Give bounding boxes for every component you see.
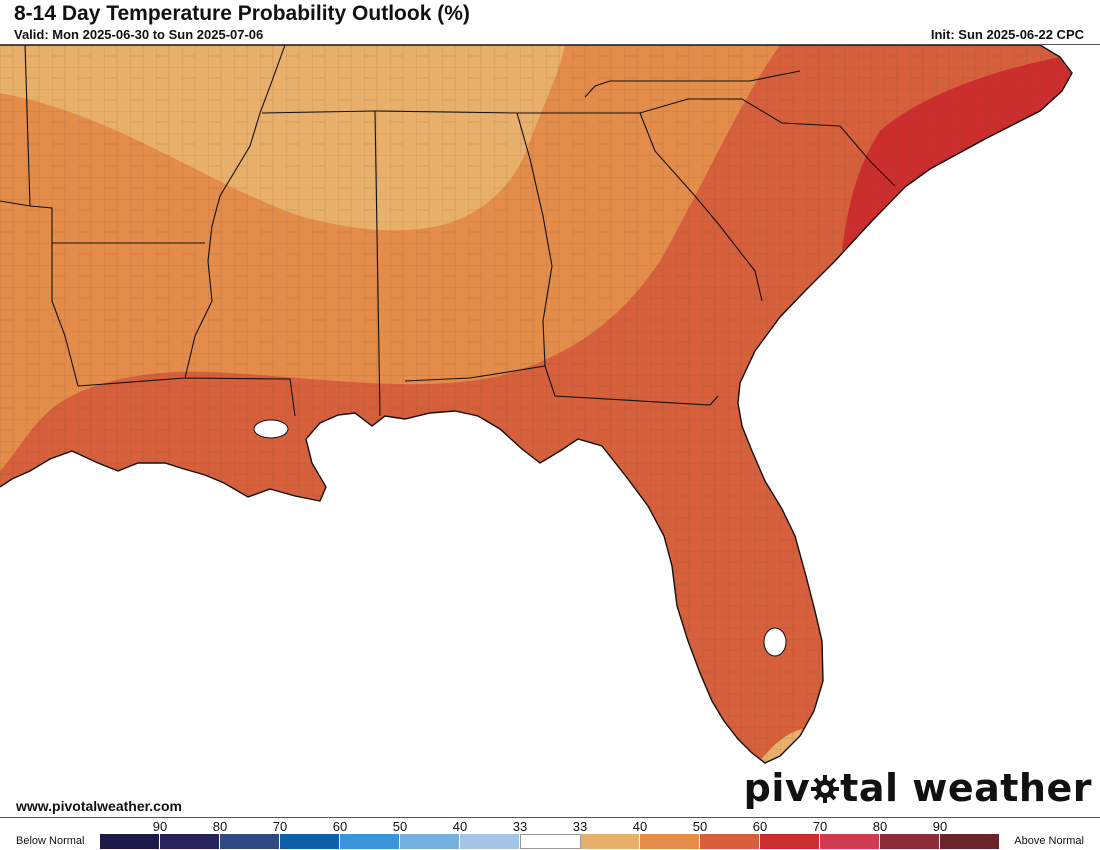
legend-swatch (580, 834, 641, 849)
legend-swatch (880, 834, 941, 849)
page-title: 8-14 Day Temperature Probability Outlook… (14, 2, 470, 25)
legend-swatch (760, 834, 821, 849)
site-url[interactable]: www.pivotalweather.com (16, 798, 182, 814)
legend-swatch (339, 834, 400, 849)
legend-swatch (399, 834, 460, 849)
legend-swatch (700, 834, 761, 849)
map-canvas (0, 45, 1100, 817)
legend-swatch (100, 834, 160, 849)
gear-icon (811, 775, 840, 803)
legend-tick-label: 80 (872, 819, 888, 834)
legend-tick-label: 40 (632, 819, 648, 834)
legend-swatch (820, 834, 881, 849)
legend-swatch (219, 834, 280, 849)
legend-swatch (519, 834, 581, 849)
legend-above-label: Above Normal (1014, 835, 1084, 847)
legend-tick-label: 70 (272, 819, 288, 834)
legend-swatch (159, 834, 220, 849)
legend-swatch (279, 834, 340, 849)
legend-tick-label: 33 (572, 819, 588, 834)
legend-tick-label: 90 (152, 819, 168, 834)
legend-colorbar (100, 834, 1001, 849)
legend-swatch (459, 834, 520, 849)
legend-swatch (940, 834, 1001, 849)
color-legend: Below Normal 90 80 70 60 50 40 33 33 40 50 60 70 80 9… (0, 818, 1100, 850)
legend-tick-label: 60 (752, 819, 768, 834)
outlook-map (0, 44, 1100, 818)
legend-tick-label: 90 (932, 819, 948, 834)
coastline (0, 45, 1073, 764)
legend-tick-label: 50 (392, 819, 408, 834)
legend-tick-label: 50 (692, 819, 708, 834)
legend-tick-label: 60 (332, 819, 348, 834)
legend-tick-label: 33 (512, 819, 528, 834)
state-borders (0, 45, 896, 417)
logo-text-part2: tal weather (840, 766, 1092, 810)
pivotal-weather-logo: piv tal weather (744, 766, 1092, 810)
valid-period: Valid: Mon 2025-06-30 to Sun 2025-07-06 (14, 27, 264, 42)
lakes (253, 419, 787, 657)
legend-tick-label: 40 (452, 819, 468, 834)
legend-tick-label: 70 (812, 819, 828, 834)
legend-below-label: Below Normal (16, 835, 85, 847)
logo-text-part1: piv (743, 766, 811, 810)
legend-swatch (640, 834, 701, 849)
init-time: Init: Sun 2025-06-22 CPC (930, 27, 1084, 42)
legend-tick-label: 80 (212, 819, 228, 834)
